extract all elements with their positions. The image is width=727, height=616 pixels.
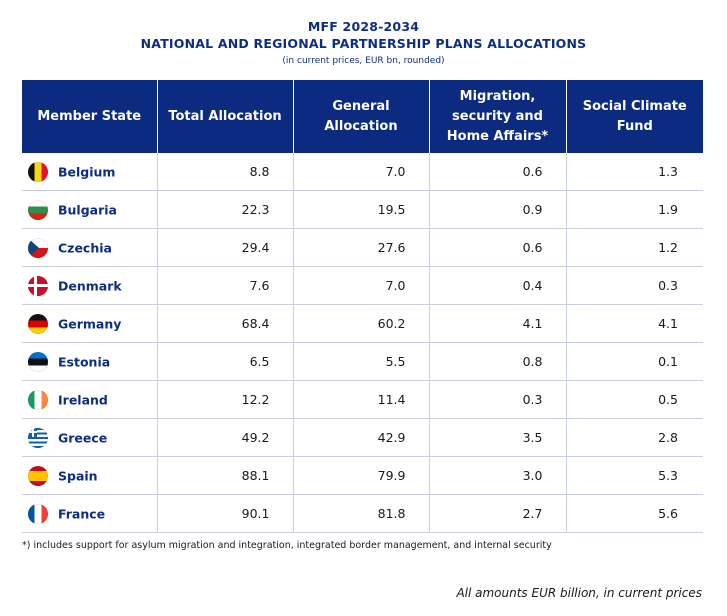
czechia-flag-icon (28, 237, 48, 258)
table-header-row: Member State Total Allocation General Al… (22, 80, 703, 153)
cell-member-state: Ireland (22, 380, 158, 419)
cell-general-allocation: 81.8 (293, 494, 430, 533)
title-subtitle: (in current prices, EUR bn, rounded) (282, 56, 445, 66)
cell-member-state: Greece (22, 418, 158, 457)
cell-general-allocation: 27.6 (293, 228, 430, 267)
cell-total-allocation: 49.2 (157, 418, 294, 457)
title-line2: NATIONAL AND REGIONAL PARTNERSHIP PLANS … (140, 36, 587, 51)
cell-total-allocation: 90.1 (157, 494, 294, 533)
member-state-name: Germany (58, 316, 122, 331)
spain-flag-icon (28, 465, 48, 486)
denmark-flag-icon (28, 275, 48, 296)
cell-total-allocation: 68.4 (157, 304, 294, 343)
table-row: France 90.1 81.8 2.7 5.6 (22, 494, 703, 533)
cell-total-allocation: 12.2 (157, 380, 294, 419)
member-state-name: Estonia (58, 354, 111, 369)
cell-member-state: Estonia (22, 342, 158, 381)
member-state-name: Greece (58, 430, 108, 445)
header-total-allocation: Total Allocation (157, 80, 294, 153)
footnote: *) includes support for asylum migration… (22, 540, 552, 551)
cell-total-allocation: 88.1 (157, 456, 294, 495)
bulgaria-flag-icon (28, 199, 48, 220)
cell-migration: 0.9 (429, 190, 567, 229)
member-state-name: France (58, 506, 106, 521)
member-state-name: Bulgaria (58, 202, 117, 217)
ireland-flag-icon (28, 389, 48, 410)
cell-general-allocation: 79.9 (293, 456, 430, 495)
cell-total-allocation: 29.4 (157, 228, 294, 267)
cell-social-climate-fund: 1.2 (566, 228, 703, 267)
cell-migration: 3.0 (429, 456, 567, 495)
cell-general-allocation: 19.5 (293, 190, 430, 229)
member-state-name: Czechia (58, 240, 112, 255)
table-row: Greece 49.2 42.9 3.5 2.8 (22, 418, 703, 457)
table-row: Estonia 6.5 5.5 0.8 0.1 (22, 342, 703, 381)
header-general-allocation: General Allocation (293, 80, 430, 153)
cell-social-climate-fund: 4.1 (566, 304, 703, 343)
cell-member-state: Denmark (22, 266, 158, 305)
cell-social-climate-fund: 5.6 (566, 494, 703, 533)
cell-total-allocation: 22.3 (157, 190, 294, 229)
cell-general-allocation: 42.9 (293, 418, 430, 457)
cell-social-climate-fund: 1.3 (566, 153, 703, 191)
cell-social-climate-fund: 0.3 (566, 266, 703, 305)
cell-total-allocation: 7.6 (157, 266, 294, 305)
table-row: Bulgaria 22.3 19.5 0.9 1.9 (22, 190, 703, 229)
germany-flag-icon (28, 313, 48, 334)
table-row: Denmark 7.6 7.0 0.4 0.3 (22, 266, 703, 305)
cell-migration: 4.1 (429, 304, 567, 343)
cell-member-state: France (22, 494, 158, 533)
france-flag-icon (28, 503, 48, 524)
member-state-name: Ireland (58, 392, 108, 407)
cell-member-state: Bulgaria (22, 190, 158, 229)
cell-general-allocation: 5.5 (293, 342, 430, 381)
estonia-flag-icon (28, 351, 48, 372)
table-row: Germany 68.4 60.2 4.1 4.1 (22, 304, 703, 343)
cell-migration: 0.6 (429, 153, 567, 191)
header-migration: Migration, security and Home Affairs* (429, 80, 567, 153)
title-block: MFF 2028-2034 NATIONAL AND REGIONAL PART… (0, 18, 727, 68)
cell-social-climate-fund: 1.9 (566, 190, 703, 229)
cell-social-climate-fund: 5.3 (566, 456, 703, 495)
cell-social-climate-fund: 0.5 (566, 380, 703, 419)
greece-flag-icon (28, 427, 48, 448)
header-member-state: Member State (22, 80, 158, 153)
cell-general-allocation: 11.4 (293, 380, 430, 419)
cell-migration: 0.3 (429, 380, 567, 419)
closing-note: All amounts EUR billion, in current pric… (456, 586, 702, 600)
cell-total-allocation: 6.5 (157, 342, 294, 381)
cell-total-allocation: 8.8 (157, 153, 294, 191)
cell-general-allocation: 7.0 (293, 266, 430, 305)
cell-member-state: Belgium (22, 153, 158, 191)
table-row: Ireland 12.2 11.4 0.3 0.5 (22, 380, 703, 419)
belgium-flag-icon (28, 161, 48, 182)
table-row: Czechia 29.4 27.6 0.6 1.2 (22, 228, 703, 267)
header-social-climate-fund: Social Climate Fund (566, 80, 703, 153)
cell-member-state: Czechia (22, 228, 158, 267)
table-row: Spain 88.1 79.9 3.0 5.3 (22, 456, 703, 495)
cell-member-state: Spain (22, 456, 158, 495)
cell-migration: 0.4 (429, 266, 567, 305)
table-body: Belgium 8.8 7.0 0.6 1.3 Bulgaria 22.3 19.5 0.9 1.… (22, 153, 703, 533)
title-line1: MFF 2028-2034 (307, 19, 420, 34)
allocations-table: Member State Total Allocation General Al… (22, 80, 703, 533)
cell-general-allocation: 60.2 (293, 304, 430, 343)
cell-migration: 2.7 (429, 494, 567, 533)
cell-migration: 0.8 (429, 342, 567, 381)
cell-social-climate-fund: 2.8 (566, 418, 703, 457)
table-row: Belgium 8.8 7.0 0.6 1.3 (22, 153, 703, 191)
cell-general-allocation: 7.0 (293, 153, 430, 191)
cell-migration: 3.5 (429, 418, 567, 457)
member-state-name: Spain (58, 468, 98, 483)
cell-migration: 0.6 (429, 228, 567, 267)
member-state-name: Denmark (58, 278, 122, 293)
member-state-name: Belgium (58, 164, 116, 179)
cell-social-climate-fund: 0.1 (566, 342, 703, 381)
cell-member-state: Germany (22, 304, 158, 343)
